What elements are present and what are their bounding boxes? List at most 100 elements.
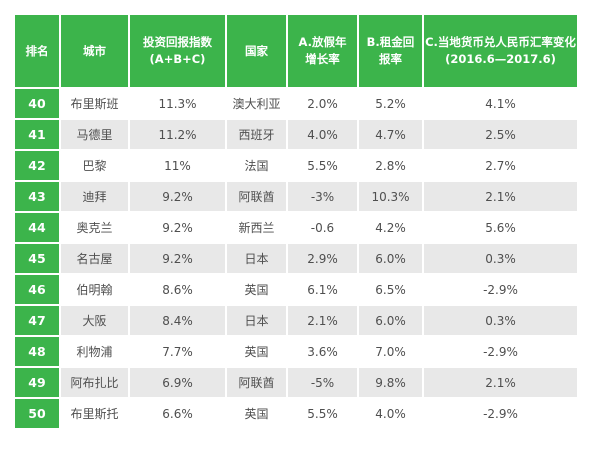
table-row: 45 名古屋 9.2% 日本 2.9% 6.0% 0.3% [15, 244, 577, 273]
data-cell: 3.6% [288, 337, 357, 366]
data-cell: 0.3% [424, 244, 577, 273]
data-cell: 4.0% [288, 120, 357, 149]
data-cell: 9.8% [359, 368, 422, 397]
data-cell: 6.0% [359, 306, 422, 335]
data-cell: -2.9% [424, 337, 577, 366]
table-row: 43 迪拜 9.2% 阿联酋 -3% 10.3% 2.1% [15, 182, 577, 211]
column-header-line: C.当地货币兑人民币汇率变化 [425, 35, 576, 50]
data-cell: 2.8% [359, 151, 422, 180]
investment-return-table: 排名 城市 投资回报指数 (A+B+C) 国家 A.放假年 增长率 B.租金回 报率 C.当地货币… [13, 13, 579, 430]
data-cell: 日本 [227, 244, 286, 273]
table-row: 41 马德里 11.2% 西班牙 4.0% 4.7% 2.5% [15, 120, 577, 149]
table-row: 48 利物浦 7.7% 英国 3.6% 7.0% -2.9% [15, 337, 577, 366]
data-cell: 4.2% [359, 213, 422, 242]
page: 排名 城市 投资回报指数 (A+B+C) 国家 A.放假年 增长率 B.租金回 报率 C.当地货币… [13, 13, 579, 430]
data-cell: 2.7% [424, 151, 577, 180]
data-cell: 6.6% [130, 399, 225, 428]
data-cell: 澳大利亚 [227, 89, 286, 118]
rank-cell: 47 [15, 306, 59, 335]
column-header-line: (A+B+C) [149, 52, 206, 66]
column-header: B.租金回报率 [359, 15, 422, 87]
column-header-line: A.放假年 [298, 35, 347, 50]
rank-cell: 49 [15, 368, 59, 397]
data-cell: 9.2% [130, 244, 225, 273]
rank-cell: 45 [15, 244, 59, 273]
column-header-line: 排名 [25, 43, 49, 58]
table-row: 44 奥克兰 9.2% 新西兰 -0.6 4.2% 5.6% [15, 213, 577, 242]
data-cell: 10.3% [359, 182, 422, 211]
data-cell: 布里斯班 [61, 89, 128, 118]
data-cell: -2.9% [424, 275, 577, 304]
data-cell: 阿联酋 [227, 368, 286, 397]
data-cell: 11% [130, 151, 225, 180]
data-cell: 9.2% [130, 213, 225, 242]
table-row: 50 布里斯托 6.6% 英国 5.5% 4.0% -2.9% [15, 399, 577, 428]
data-cell: 大阪 [61, 306, 128, 335]
data-cell: 2.1% [424, 368, 577, 397]
table-row: 40 布里斯班 11.3% 澳大利亚 2.0% 5.2% 4.1% [15, 89, 577, 118]
data-cell: 2.0% [288, 89, 357, 118]
data-cell: 英国 [227, 337, 286, 366]
data-cell: -2.9% [424, 399, 577, 428]
data-cell: 2.5% [424, 120, 577, 149]
table-row: 49 阿布扎比 6.9% 阿联酋 -5% 9.8% 2.1% [15, 368, 577, 397]
column-header-line: (2016.6—2017.6) [445, 52, 556, 66]
data-cell: 6.0% [359, 244, 422, 273]
data-cell: 英国 [227, 275, 286, 304]
column-header: C.当地货币兑人民币汇率变化 (2016.6—2017.6) [424, 15, 577, 87]
rank-cell: 48 [15, 337, 59, 366]
data-cell: 11.2% [130, 120, 225, 149]
data-cell: 2.9% [288, 244, 357, 273]
table-body: 40 布里斯班 11.3% 澳大利亚 2.0% 5.2% 4.1% 41 马德里 11.2% 西班牙… [15, 89, 577, 428]
data-cell: 巴黎 [61, 151, 128, 180]
data-cell: 伯明翰 [61, 275, 128, 304]
data-cell: 西班牙 [227, 120, 286, 149]
data-cell: 5.5% [288, 151, 357, 180]
column-header-line: 报率 [379, 52, 402, 66]
data-cell: 4.7% [359, 120, 422, 149]
data-cell: 8.6% [130, 275, 225, 304]
data-cell: -0.6 [288, 213, 357, 242]
data-cell: 11.3% [130, 89, 225, 118]
data-cell: 9.2% [130, 182, 225, 211]
data-cell: 新西兰 [227, 213, 286, 242]
column-header-line: 增长率 [305, 52, 340, 66]
rank-cell: 44 [15, 213, 59, 242]
data-cell: 奥克兰 [61, 213, 128, 242]
data-cell: 日本 [227, 306, 286, 335]
column-header: 投资回报指数 (A+B+C) [130, 15, 225, 87]
data-cell: 6.5% [359, 275, 422, 304]
data-cell: 8.4% [130, 306, 225, 335]
data-cell: 迪拜 [61, 182, 128, 211]
column-header: A.放假年增长率 [288, 15, 357, 87]
data-cell: 4.0% [359, 399, 422, 428]
rank-cell: 42 [15, 151, 59, 180]
data-cell: 0.3% [424, 306, 577, 335]
data-cell: 5.6% [424, 213, 577, 242]
rank-cell: 40 [15, 89, 59, 118]
rank-cell: 41 [15, 120, 59, 149]
header-row: 排名 城市 投资回报指数 (A+B+C) 国家 A.放假年 增长率 B.租金回 报率 C.当地货币… [15, 15, 577, 87]
rank-cell: 50 [15, 399, 59, 428]
rank-cell: 46 [15, 275, 59, 304]
data-cell: 名古屋 [61, 244, 128, 273]
data-cell: 6.9% [130, 368, 225, 397]
data-cell: 2.1% [424, 182, 577, 211]
data-cell: 阿布扎比 [61, 368, 128, 397]
data-cell: 5.2% [359, 89, 422, 118]
data-cell: 7.7% [130, 337, 225, 366]
data-cell: 法国 [227, 151, 286, 180]
column-header-line: B.租金回 [366, 35, 415, 50]
column-header: 排名 [15, 15, 59, 87]
table-row: 42 巴黎 11% 法国 5.5% 2.8% 2.7% [15, 151, 577, 180]
data-cell: 4.1% [424, 89, 577, 118]
data-cell: 5.5% [288, 399, 357, 428]
data-cell: 利物浦 [61, 337, 128, 366]
table-row: 47 大阪 8.4% 日本 2.1% 6.0% 0.3% [15, 306, 577, 335]
data-cell: 2.1% [288, 306, 357, 335]
data-cell: 英国 [227, 399, 286, 428]
column-header-line: 国家 [245, 43, 268, 58]
rank-cell: 43 [15, 182, 59, 211]
table-row: 46 伯明翰 8.6% 英国 6.1% 6.5% -2.9% [15, 275, 577, 304]
data-cell: -3% [288, 182, 357, 211]
